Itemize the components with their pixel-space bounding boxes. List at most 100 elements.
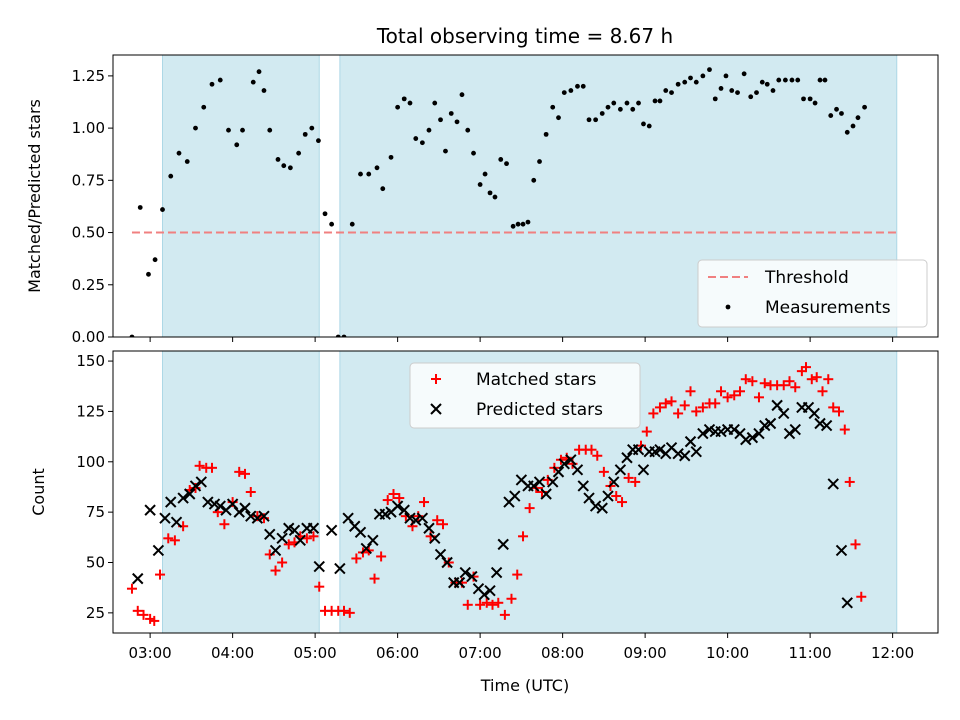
matched-star-point [834,406,844,417]
measurement-point [723,73,729,79]
predicted-star-point [771,399,783,412]
predicted-star-point [565,454,577,466]
matched-star-point [759,378,770,389]
bottom-legend: Matched stars Predicted stars [409,362,641,429]
measurement-point [380,186,386,192]
predicted-star-point [195,476,207,488]
predicted-star-point [453,576,466,589]
predicted-star-point [398,504,410,516]
measurement-point [782,77,788,83]
measurement-point [296,150,302,156]
predicted-star-point [202,496,214,508]
measurement-point [543,131,549,137]
matched-star-point [487,599,498,610]
x-tick-label: 03:00 [129,644,172,662]
predicted-star-point [429,532,441,545]
measurement-point [448,111,454,116]
matched-star-point [443,557,454,568]
matched-star-point [679,400,690,411]
predicted-star-point [276,532,288,545]
x-tick-label: 11:00 [789,644,832,662]
measurement-point [646,123,652,129]
matched-star-point [481,597,492,608]
predicted-star-point [258,510,270,522]
measurement-point [593,117,599,123]
matched-star-point [234,466,245,477]
predicted-star-point [841,597,853,609]
measurement-point [641,121,646,127]
legend-predicted-label: Predicted stars [476,400,603,420]
measurement-point [754,90,759,95]
measurement-point [693,79,699,85]
legend-measurements-label: Measurements [765,298,891,318]
measurement-point [477,182,483,187]
measurement-point [275,157,281,162]
matched-star-point [673,408,684,419]
measurement-point [152,257,158,263]
matched-star-point [856,591,867,602]
predicted-star-point [152,544,165,557]
matched-star-point [722,392,733,403]
matched-star-point [697,402,708,413]
bottom-y-axis-label: Count [29,468,48,516]
predicted-star-point [552,466,565,478]
y-tick-label: 0.50 [72,224,105,242]
matched-star-point [126,583,137,594]
legend-box [409,362,641,429]
matched-star-point [219,519,230,530]
predicted-star-point [184,488,196,500]
measurement-point [401,96,407,102]
predicted-star-point [583,492,595,504]
matched-star-point [691,406,702,417]
predicted-star-point [637,464,650,476]
measurement-point [193,125,198,131]
measurement-point [510,223,516,229]
legend-box [697,259,928,328]
matched-star-point [506,593,517,604]
measurement-point [240,127,245,133]
matched-star-point [462,599,473,610]
measurement-point [217,77,223,83]
measurement-point [438,117,443,123]
matched-star-point [598,466,609,477]
measurement-point [617,106,623,112]
measurement-point [267,127,273,133]
predicted-star-point [679,450,691,462]
measurement-point [834,106,839,112]
measurement-point [520,221,526,227]
matched-star-point [264,549,275,560]
matched-star-point [499,609,510,620]
measurement-point [611,100,617,106]
predicted-star-point [509,490,521,502]
predicted-star-point [540,488,552,500]
matched-star-point [207,462,217,473]
measurement-point [322,211,328,217]
measurement-point [487,190,493,196]
measurement-point [669,90,674,95]
measurement-point [471,150,476,156]
measurement-point [556,115,561,121]
matched-star-point [710,398,721,409]
matched-star-point [351,553,362,564]
measurement-point [764,81,770,87]
predicted-star-point [239,502,251,514]
predicted-star-point [715,425,727,438]
y-tick-label: 0.25 [72,276,105,294]
predicted-star-point [490,566,503,579]
predicted-star-point [313,560,325,573]
matched-star-point [828,402,839,413]
matched-star-point [163,533,174,544]
measurement-point [759,79,765,85]
measurement-point [492,194,498,200]
matched-star-point [630,476,641,487]
top-legend: Threshold Measurements [697,259,928,328]
measurement-point [712,96,718,102]
measurement-point [176,150,182,156]
measurement-point [482,171,488,177]
y-tick-label: 100 [76,453,105,471]
matched-star-point [806,374,817,385]
predicted-star-point [165,496,177,508]
axes-frame [112,54,939,338]
predicted-star-point [789,423,801,436]
y-tick-label: 75 [86,503,105,521]
